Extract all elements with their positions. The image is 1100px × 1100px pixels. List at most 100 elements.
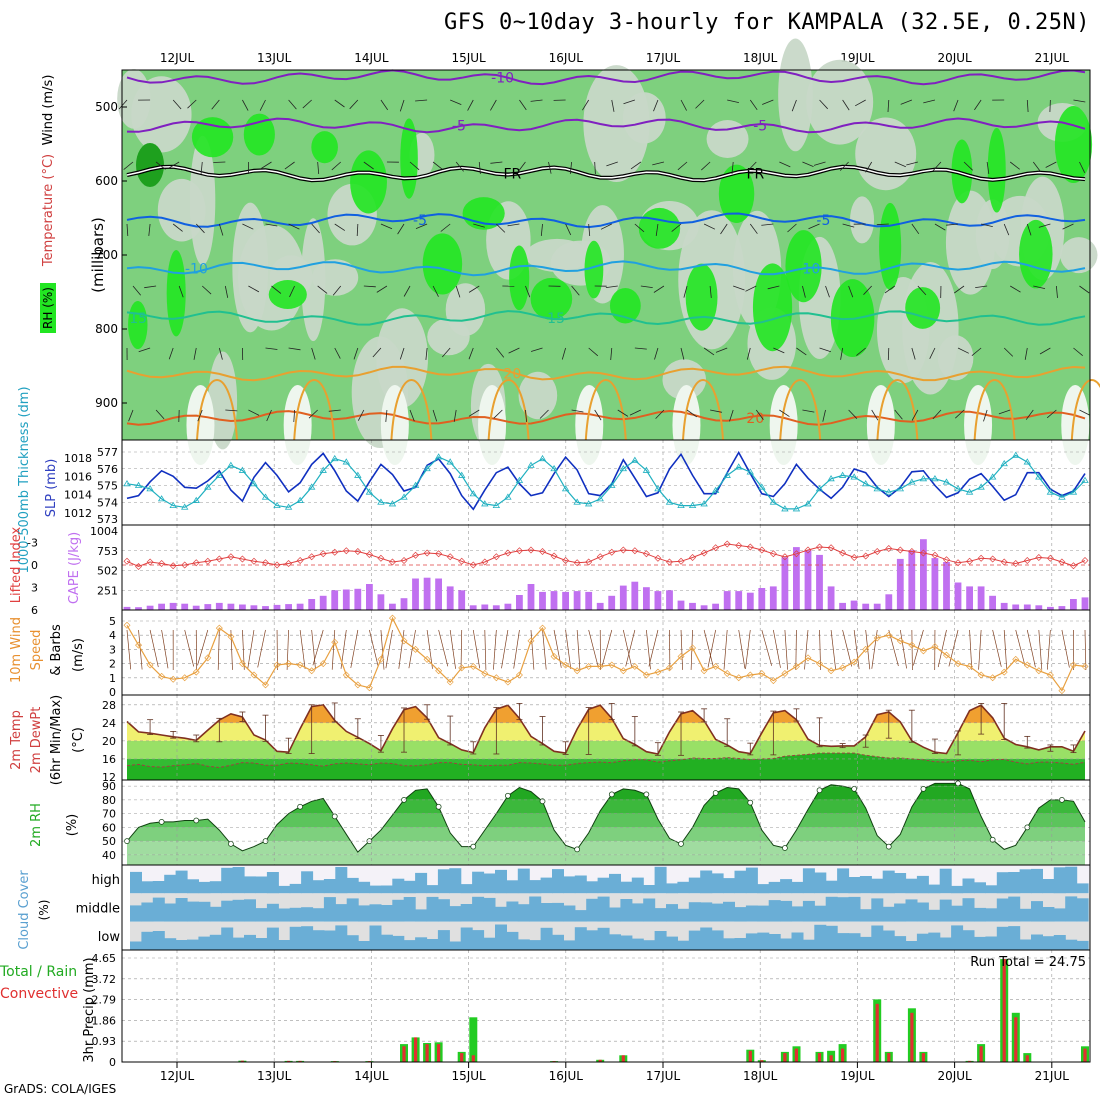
wind-barb — [588, 347, 599, 357]
wind-barb — [773, 347, 785, 354]
cloud-bar — [1053, 935, 1066, 950]
wind-barb-10m — [312, 629, 324, 666]
cloud-bar — [187, 939, 199, 950]
wind-barb — [779, 409, 790, 417]
wind-marker — [1023, 661, 1031, 669]
wind-barb-10m — [601, 629, 613, 667]
wind-barb — [432, 285, 439, 297]
cloud-bar — [449, 906, 462, 922]
wind-marker — [931, 643, 939, 651]
thickness-marker — [227, 461, 235, 468]
cape-bar — [342, 589, 350, 610]
li-marker — [723, 540, 731, 548]
wind-barb — [923, 99, 936, 104]
wind-marker — [804, 654, 812, 662]
cape-bar — [1081, 597, 1089, 610]
wind-marker — [1081, 662, 1089, 670]
wind-marker — [977, 671, 985, 679]
wind-barb — [155, 409, 165, 420]
rh-dry-patch — [312, 259, 359, 296]
wind-barb — [195, 223, 205, 234]
wind-barb — [813, 161, 826, 166]
cloud-bar — [289, 907, 302, 922]
wind-barb — [334, 223, 346, 231]
li-marker — [619, 546, 627, 554]
li-marker — [654, 554, 662, 562]
isotherm-label: 15 — [547, 311, 565, 327]
cape-bar — [654, 591, 662, 610]
slp-line — [126, 450, 1086, 511]
wind-barb — [686, 409, 698, 418]
wind-barb — [954, 285, 965, 294]
li-marker — [492, 553, 500, 561]
cloud-bar — [289, 883, 302, 894]
rh-surface-patch — [283, 385, 312, 465]
cape-bar — [158, 603, 165, 610]
wind-barb-10m — [230, 629, 233, 670]
rh-moist-patch — [1054, 106, 1093, 184]
cape-bar — [273, 604, 281, 610]
thickness-marker — [977, 483, 985, 490]
wind-barb — [582, 99, 590, 111]
wind-barb — [1079, 161, 1086, 173]
wind-barb-10m — [937, 629, 947, 668]
wind-barb-10m — [398, 629, 405, 669]
cloud-bar — [711, 903, 724, 922]
cloud-bar — [974, 907, 986, 922]
isotherm--5 — [126, 117, 1086, 134]
thickness-marker — [296, 496, 304, 503]
cape-bar — [550, 591, 558, 610]
thickness-marker — [792, 505, 801, 512]
cloud-bar — [506, 901, 519, 922]
cloud-bar — [928, 884, 941, 894]
wind-barb — [617, 409, 629, 417]
cloud-bar — [346, 877, 359, 894]
cloud-unit-label: (%) — [37, 900, 51, 921]
cloud-bar — [985, 936, 998, 950]
left-tick-label: 574 — [97, 496, 118, 509]
thickness-marker — [769, 498, 778, 505]
wind-barb — [132, 285, 142, 296]
wind-barb — [974, 99, 982, 111]
isotherm-label: -10 — [185, 261, 208, 277]
cloud-bar — [244, 876, 256, 894]
wind-marker — [504, 678, 512, 686]
li-marker — [816, 543, 824, 551]
cloud-label: Cloud Cover — [17, 870, 32, 950]
wind-barb — [606, 161, 618, 167]
cloud-bar — [1042, 907, 1055, 922]
cloud-bar — [723, 938, 735, 950]
cape-bar — [781, 557, 789, 610]
wind-barb — [884, 285, 896, 294]
cape-bar — [573, 591, 581, 610]
cloud-bar — [449, 941, 462, 950]
cape-bar — [504, 603, 512, 610]
wind-barb — [677, 161, 688, 171]
wind-barb-10m — [217, 629, 220, 670]
wind-barb — [311, 223, 320, 234]
wind-barb — [839, 161, 849, 171]
wind-barb-10m — [138, 629, 143, 670]
wind-marker — [1012, 655, 1020, 663]
wind-marker — [873, 634, 881, 642]
cloud-bar — [552, 869, 564, 894]
thickness-marker — [469, 490, 477, 497]
wind-barb — [963, 161, 973, 171]
wind-barb — [1033, 285, 1046, 289]
cloud-bar — [711, 930, 724, 950]
wind-barb — [855, 99, 866, 107]
cloud-bar — [472, 871, 485, 894]
cloud-bar — [187, 901, 199, 922]
cloud-bar — [1019, 939, 1032, 950]
cloud-bar — [312, 880, 325, 894]
wind-marker — [792, 662, 800, 670]
li-marker — [989, 555, 997, 563]
wind-marker — [781, 670, 789, 678]
thickness-marker — [1058, 493, 1066, 500]
cloud-bar — [677, 908, 690, 922]
wind-barb — [779, 161, 791, 168]
cape-bar — [169, 602, 177, 610]
wind-barb — [496, 223, 506, 233]
li-marker — [746, 543, 754, 551]
